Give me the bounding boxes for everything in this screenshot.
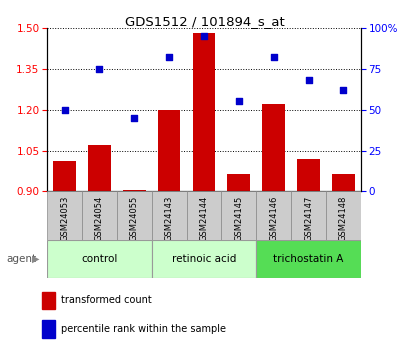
Bar bbox=[123, 190, 145, 191]
Text: GSM24144: GSM24144 bbox=[199, 195, 208, 240]
Text: GSM24147: GSM24147 bbox=[303, 195, 312, 241]
Text: GSM24055: GSM24055 bbox=[130, 195, 138, 240]
Bar bbox=[53, 161, 76, 191]
Text: GDS1512 / 101894_s_at: GDS1512 / 101894_s_at bbox=[125, 16, 284, 29]
Bar bbox=[256, 240, 360, 278]
Bar bbox=[290, 191, 325, 240]
Bar bbox=[227, 174, 249, 191]
Bar bbox=[151, 191, 186, 240]
Point bbox=[96, 66, 103, 71]
Bar bbox=[331, 174, 354, 191]
Text: control: control bbox=[81, 254, 117, 264]
Bar bbox=[221, 191, 256, 240]
Bar bbox=[117, 191, 151, 240]
Point bbox=[200, 33, 207, 39]
Text: transformed count: transformed count bbox=[61, 295, 151, 305]
Text: ▶: ▶ bbox=[32, 254, 39, 264]
Bar bbox=[47, 240, 151, 278]
Point bbox=[339, 87, 346, 92]
Bar bbox=[82, 191, 117, 240]
Bar bbox=[151, 240, 256, 278]
Text: GSM24054: GSM24054 bbox=[95, 195, 103, 240]
Bar bbox=[297, 159, 319, 191]
Text: GSM24145: GSM24145 bbox=[234, 195, 243, 240]
Text: GSM24053: GSM24053 bbox=[60, 195, 69, 241]
Bar bbox=[42, 292, 54, 309]
Bar bbox=[47, 191, 82, 240]
Bar bbox=[157, 110, 180, 191]
Text: GSM24148: GSM24148 bbox=[338, 195, 347, 241]
Text: agent: agent bbox=[6, 254, 36, 264]
Point bbox=[61, 107, 68, 112]
Bar bbox=[88, 145, 110, 191]
Point bbox=[270, 54, 276, 60]
Bar bbox=[256, 191, 290, 240]
Text: GSM24146: GSM24146 bbox=[269, 195, 277, 241]
Text: percentile rank within the sample: percentile rank within the sample bbox=[61, 324, 225, 334]
Bar bbox=[262, 104, 284, 191]
Bar bbox=[42, 320, 54, 337]
Text: GSM24143: GSM24143 bbox=[164, 195, 173, 241]
Point bbox=[166, 54, 172, 60]
Text: trichostatin A: trichostatin A bbox=[273, 254, 343, 264]
Point bbox=[305, 77, 311, 83]
Bar bbox=[186, 191, 221, 240]
Point bbox=[235, 99, 242, 104]
Text: retinoic acid: retinoic acid bbox=[171, 254, 236, 264]
Bar bbox=[325, 191, 360, 240]
Point bbox=[131, 115, 137, 120]
Bar bbox=[192, 33, 215, 191]
